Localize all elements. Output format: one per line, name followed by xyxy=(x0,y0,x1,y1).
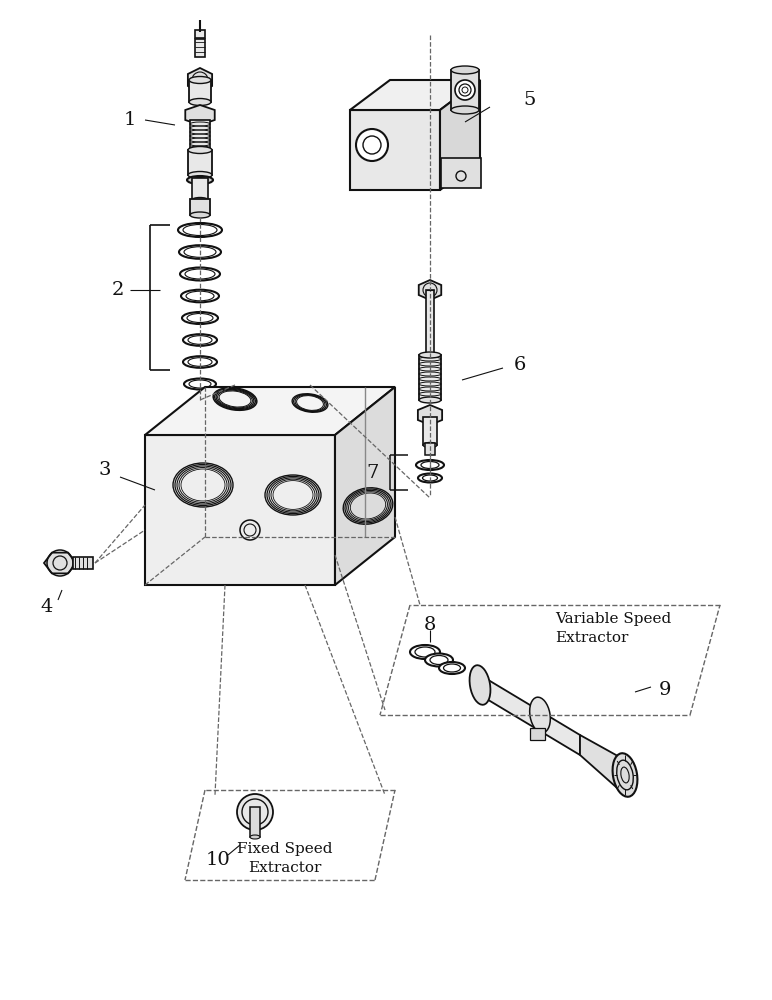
Bar xyxy=(441,158,481,188)
Ellipse shape xyxy=(180,267,220,280)
Bar xyxy=(530,728,545,740)
Text: 2: 2 xyxy=(112,281,124,299)
Ellipse shape xyxy=(183,334,217,346)
Bar xyxy=(419,355,441,400)
Polygon shape xyxy=(145,387,395,435)
Text: 3: 3 xyxy=(99,461,111,479)
Ellipse shape xyxy=(250,835,260,839)
Text: 6: 6 xyxy=(514,356,527,374)
Text: 8: 8 xyxy=(424,616,436,634)
Polygon shape xyxy=(188,68,212,92)
Bar xyxy=(250,807,260,837)
Bar xyxy=(425,443,435,455)
Ellipse shape xyxy=(469,665,490,705)
Ellipse shape xyxy=(178,223,222,237)
Ellipse shape xyxy=(425,654,453,666)
Ellipse shape xyxy=(530,697,550,733)
Polygon shape xyxy=(335,387,395,585)
Polygon shape xyxy=(418,405,442,425)
Ellipse shape xyxy=(410,645,440,659)
Ellipse shape xyxy=(188,146,212,153)
Ellipse shape xyxy=(183,356,217,368)
Bar xyxy=(188,150,212,175)
Bar xyxy=(451,70,479,110)
Polygon shape xyxy=(239,800,271,824)
Polygon shape xyxy=(418,280,442,300)
Ellipse shape xyxy=(451,106,479,114)
Ellipse shape xyxy=(192,198,208,202)
Bar xyxy=(423,417,437,445)
Polygon shape xyxy=(185,105,215,125)
Polygon shape xyxy=(350,80,480,110)
Ellipse shape xyxy=(181,290,219,302)
Ellipse shape xyxy=(419,352,441,358)
Text: 4: 4 xyxy=(41,598,53,616)
Text: 7: 7 xyxy=(367,464,379,482)
Polygon shape xyxy=(44,553,76,573)
Ellipse shape xyxy=(179,245,221,259)
Text: 9: 9 xyxy=(659,681,671,699)
Ellipse shape xyxy=(190,212,210,218)
Bar xyxy=(73,557,93,569)
Bar xyxy=(189,80,211,102)
Bar xyxy=(195,39,205,57)
Ellipse shape xyxy=(189,99,211,105)
Ellipse shape xyxy=(419,397,441,403)
Circle shape xyxy=(237,794,273,830)
Ellipse shape xyxy=(182,312,218,324)
Text: 1: 1 xyxy=(124,111,136,129)
Polygon shape xyxy=(480,675,580,755)
Circle shape xyxy=(455,80,475,100)
Bar xyxy=(195,30,205,38)
Ellipse shape xyxy=(184,378,216,389)
Text: Variable Speed
Extractor: Variable Speed Extractor xyxy=(555,612,671,646)
Ellipse shape xyxy=(423,442,437,448)
Ellipse shape xyxy=(189,77,211,84)
Bar xyxy=(190,120,210,152)
Ellipse shape xyxy=(439,662,465,674)
Ellipse shape xyxy=(451,66,479,74)
Ellipse shape xyxy=(188,172,212,178)
Polygon shape xyxy=(145,435,335,585)
Ellipse shape xyxy=(187,176,213,184)
Text: 5: 5 xyxy=(524,91,537,109)
Polygon shape xyxy=(580,735,625,795)
Ellipse shape xyxy=(416,460,444,470)
Ellipse shape xyxy=(612,753,638,797)
Bar xyxy=(426,290,434,360)
Polygon shape xyxy=(350,110,440,190)
Bar xyxy=(192,178,208,200)
Circle shape xyxy=(356,129,388,161)
Text: 10: 10 xyxy=(205,851,230,869)
Polygon shape xyxy=(440,80,480,190)
Text: Fixed Speed
Extractor: Fixed Speed Extractor xyxy=(237,842,333,875)
Ellipse shape xyxy=(418,474,442,483)
Bar xyxy=(190,199,210,215)
